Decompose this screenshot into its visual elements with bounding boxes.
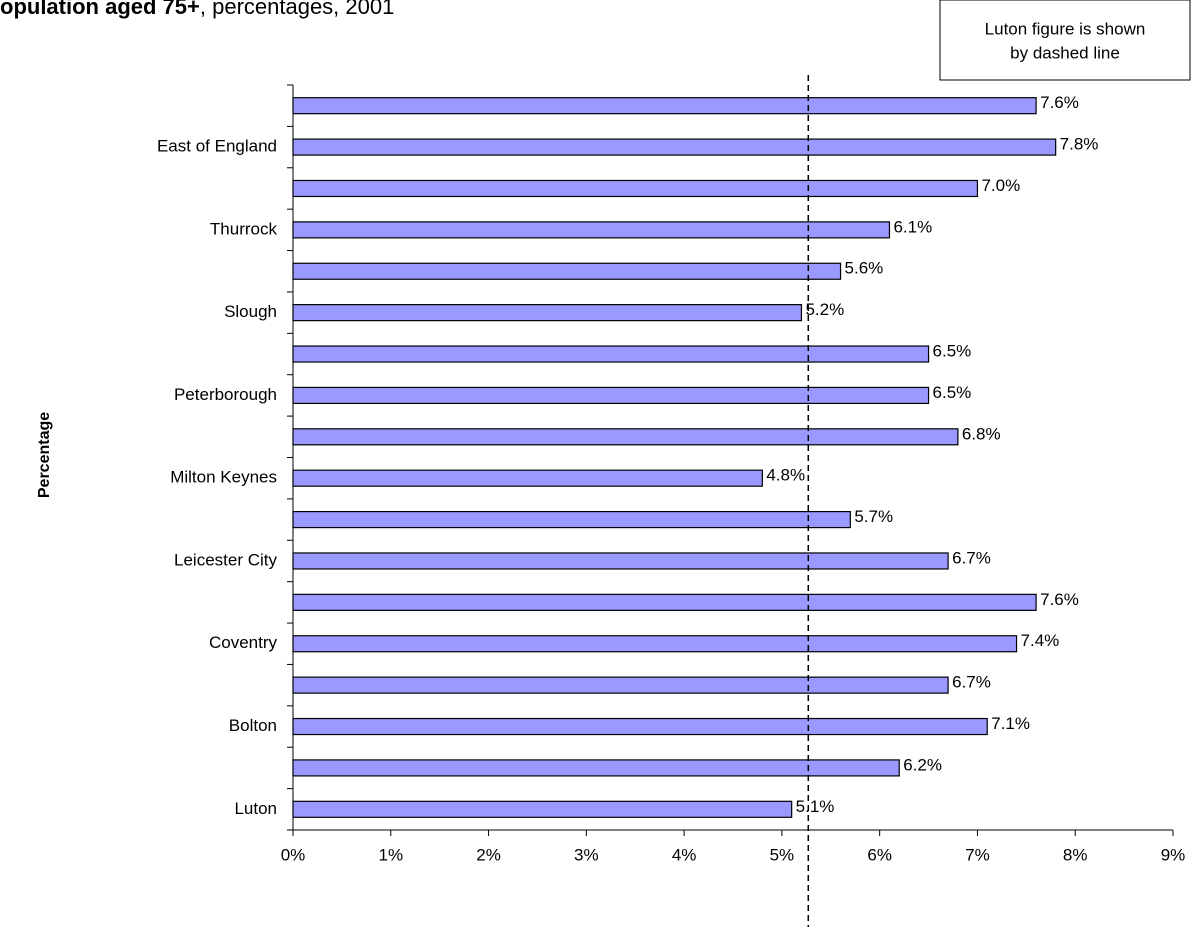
value-label: 7.8% — [1060, 135, 1099, 154]
x-tick-label: 0% — [281, 845, 306, 864]
value-label: 5.1% — [796, 797, 835, 816]
bar — [292, 179, 979, 198]
y-tick-label: Thurrock — [210, 219, 278, 238]
bar — [292, 635, 1018, 653]
x-tick-label: 5% — [770, 845, 795, 864]
value-label: 6.7% — [952, 548, 991, 567]
x-tick-label: 8% — [1063, 845, 1088, 864]
bar — [292, 676, 949, 694]
value-label: 7.0% — [981, 176, 1020, 195]
chart-subtitle: , percentages, 2001 — [200, 0, 394, 19]
y-tick-label: Coventry — [209, 633, 278, 652]
value-label: 7.1% — [991, 714, 1030, 733]
bar — [292, 759, 900, 777]
bar — [292, 97, 1037, 115]
bar — [292, 262, 842, 280]
value-label: 6.5% — [933, 383, 972, 402]
value-label: 5.2% — [805, 300, 844, 319]
value-label: 6.7% — [952, 673, 991, 692]
x-tick-label: 4% — [672, 845, 697, 864]
annotation-box — [939, 0, 1191, 81]
bar — [292, 386, 930, 405]
bar — [292, 304, 803, 322]
value-label: 6.2% — [903, 755, 942, 774]
y-tick-label: Slough — [224, 302, 277, 321]
x-tick-label: 9% — [1161, 845, 1186, 864]
x-tick-label: 2% — [476, 845, 501, 864]
y-tick-label: Luton — [234, 799, 277, 818]
y-tick-label: Peterborough — [174, 385, 277, 404]
value-label: 6.8% — [962, 424, 1001, 443]
value-label: 4.8% — [766, 466, 805, 485]
x-tick-label: 3% — [574, 845, 599, 864]
value-label: 7.4% — [1021, 631, 1060, 650]
bar — [292, 510, 851, 529]
x-tick-label: 1% — [378, 845, 403, 864]
chart-title: opulation aged 75+, percentages, 2001 — [0, 0, 394, 19]
value-label: 6.5% — [933, 342, 972, 361]
value-label: 5.7% — [854, 507, 893, 526]
bar — [292, 138, 1057, 156]
x-tick-label: 7% — [965, 845, 990, 864]
bar — [292, 593, 1037, 611]
bar — [292, 800, 793, 818]
annotation: Luton figure is shown — [985, 19, 1146, 38]
y-axis-label: Percentage — [36, 412, 53, 498]
y-tick-label: Milton Keynes — [170, 468, 277, 487]
y-tick-label: Leicester City — [174, 550, 277, 569]
y-tick-label: East of England — [157, 137, 277, 156]
chart-title-bold: opulation aged 75+ — [0, 0, 200, 19]
annotation: by dashed line — [1010, 43, 1120, 62]
y-tick-label: Bolton — [229, 716, 277, 735]
value-label: 5.6% — [845, 259, 884, 278]
bar — [292, 428, 959, 446]
bar — [292, 552, 949, 570]
value-label: 6.1% — [893, 217, 932, 236]
value-label: 7.6% — [1040, 93, 1079, 112]
bar — [292, 221, 891, 239]
x-tick-label: 6% — [867, 845, 892, 864]
bar — [292, 469, 763, 487]
value-label: 7.6% — [1040, 590, 1079, 609]
bar — [292, 717, 988, 736]
bar — [292, 345, 930, 363]
